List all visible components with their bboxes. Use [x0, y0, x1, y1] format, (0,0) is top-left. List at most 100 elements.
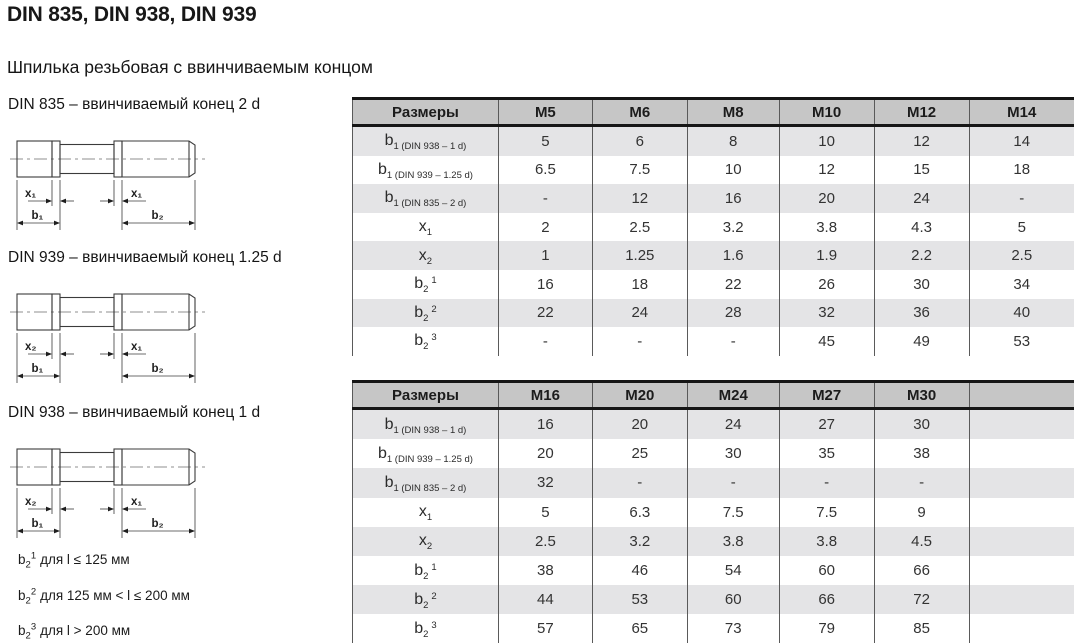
table-row: b1 (DIN 939 – 1.25 d) 6.5 7.5 10 12 15 18 — [352, 155, 1074, 185]
column-header: M6 — [591, 97, 688, 127]
value-cell — [968, 526, 1074, 556]
row-label-sub: 2 — [423, 312, 429, 324]
value-cell: 3.8 — [778, 212, 875, 242]
row-label-sup: 3 — [431, 332, 437, 344]
dim-label-x-right: x₁ — [131, 496, 142, 508]
column-header: M5 — [497, 97, 593, 127]
drawing-label: DIN 938 – ввинчиваемый конец 1 d — [8, 404, 261, 421]
row-label-sup: 2 — [431, 590, 437, 602]
column-header: M10 — [778, 97, 875, 127]
value-cell: 16 — [497, 269, 593, 299]
value-cell: 24 — [873, 184, 970, 213]
value-cell: 35 — [778, 439, 875, 469]
row-label-sub: 2 — [426, 541, 433, 553]
value-cell — [968, 439, 1074, 469]
row-label-base: b — [377, 160, 387, 178]
table-row: b1 (DIN 835 – 2 d) 32- - - - — [352, 468, 1074, 498]
row-label: b1 (DIN 939 – 1.25 d) — [352, 439, 499, 469]
value-cell: 18 — [591, 269, 688, 299]
footnote-mark: b23 — [18, 621, 37, 642]
table-row: b1 (DIN 938 – 1 d) 16 20 24 27 30 — [352, 408, 1074, 440]
row-label: b1 (DIN 939 – 1.25 d) — [352, 155, 499, 185]
column-header: Размеры — [352, 380, 499, 410]
row-label-base: b — [414, 590, 424, 608]
row-label: x2 — [352, 526, 499, 556]
row-label-sup: 1 — [431, 275, 437, 287]
value-cell: 12 — [778, 155, 875, 185]
value-cell: 8 — [686, 125, 780, 156]
row-label-base: x — [418, 246, 427, 264]
value-cell: 66 — [778, 585, 875, 615]
page-subtitle: Шпилька резьбовая с ввинчиваемым концом — [7, 57, 373, 77]
value-cell: - — [686, 327, 780, 356]
dim-label-x-left: x₂ — [25, 496, 37, 508]
value-cell: 28 — [686, 298, 780, 328]
value-cell: 4.5 — [873, 526, 970, 556]
value-cell: 7.5 — [778, 497, 875, 527]
value-cell: 3.8 — [686, 526, 780, 556]
value-cell: 20 — [591, 408, 688, 440]
row-label-base: x — [418, 532, 427, 550]
row-label-sub: 2 — [426, 255, 433, 267]
value-cell: 7.5 — [686, 497, 780, 527]
footnote-text: для l ≤ 125 мм — [40, 551, 130, 567]
value-cell: 1 — [497, 241, 593, 270]
table-row: b22 44 53 60 66 72 — [352, 585, 1074, 615]
value-cell: 1.6 — [686, 241, 780, 270]
header-row: Размеры M16 M20 M24 M27 M30 — [352, 380, 1074, 410]
dim-label-b2: b₂ — [152, 210, 164, 222]
value-cell: 54 — [686, 555, 780, 586]
drawing-label: DIN 939 – ввинчиваемый конец 1.25 d — [8, 249, 282, 266]
column-header: M14 — [968, 97, 1074, 127]
value-cell: - — [497, 327, 593, 356]
value-cell: 16 — [686, 184, 780, 213]
value-cell: 46 — [591, 555, 688, 586]
footnote-mark: b22 — [18, 586, 37, 607]
row-label: b21 — [352, 555, 499, 586]
value-cell: 6.5 — [497, 155, 593, 185]
value-cell: 32 — [778, 298, 875, 328]
value-cell: 6.3 — [591, 497, 688, 527]
drawing-label: DIN 835 – ввинчиваемый конец 2 d — [8, 96, 261, 113]
table-row: b23- - -45 49 53 — [352, 327, 1074, 356]
size-table-m5-m14: Размеры M5 M6 M8 M10 M12 M14 b1 (DIN 938 – 1 d)… — [352, 97, 1074, 356]
value-cell: 79 — [778, 614, 875, 643]
table-row: b1 (DIN 939 – 1.25 d) 20 25 30 35 38 — [352, 439, 1074, 469]
value-cell: 3.8 — [778, 526, 875, 556]
page-title: DIN 835, DIN 938, DIN 939 — [7, 3, 257, 26]
column-header: M27 — [778, 380, 875, 410]
value-cell: - — [968, 184, 1074, 213]
row-label-sup: 1 — [431, 561, 437, 573]
value-cell: 2 — [497, 212, 593, 242]
column-header: M16 — [497, 380, 593, 410]
row-label-base: x — [418, 503, 427, 521]
table-row: x2 2.5 3.2 3.8 3.8 4.5 — [352, 526, 1074, 556]
value-cell: 22 — [497, 298, 593, 328]
footnote-text: для l > 200 мм — [40, 622, 131, 638]
table-row: b23 57 65 73 79 85 — [352, 614, 1074, 643]
value-cell: 10 — [686, 155, 780, 185]
value-cell: 24 — [591, 298, 688, 328]
row-label-base: x — [418, 218, 427, 236]
row-label-base: b — [414, 303, 424, 321]
value-cell: 38 — [873, 439, 970, 469]
value-cell: 36 — [873, 298, 970, 328]
value-cell: 40 — [968, 298, 1074, 328]
table-row: b21 16 18 22 26 30 34 — [352, 269, 1074, 299]
dim-label-b1: b₁ — [32, 210, 44, 222]
value-cell: 85 — [873, 614, 970, 643]
dim-label-b2: b₂ — [152, 518, 164, 530]
value-cell: 72 — [873, 585, 970, 615]
value-cell: 5 — [497, 125, 593, 156]
value-cell: 25 — [591, 439, 688, 469]
row-label-sub: 2 — [423, 284, 429, 296]
row-label: b1 (DIN 835 – 2 d) — [352, 184, 499, 213]
row-label: b1 (DIN 938 – 1 d) — [352, 125, 499, 156]
footnote: b21 для l ≤ 125 мм — [18, 550, 130, 570]
value-cell: - — [686, 468, 780, 498]
value-cell: 10 — [778, 125, 875, 156]
row-label-sub: 2 — [423, 341, 429, 353]
value-cell: - — [591, 468, 688, 498]
value-cell: 20 — [497, 439, 593, 469]
